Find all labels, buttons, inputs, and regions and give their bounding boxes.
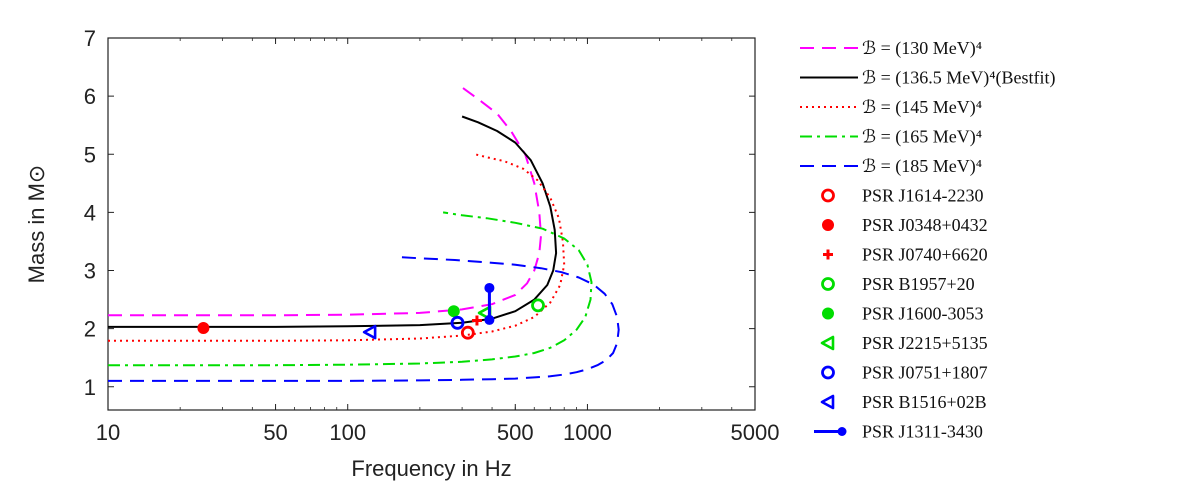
point-2 — [197, 322, 210, 335]
x-tick-label: 500 — [497, 420, 534, 445]
series-line-3 — [108, 153, 566, 342]
point-8 — [362, 324, 377, 340]
y-tick-label: 4 — [84, 200, 96, 225]
y-tick-label: 7 — [84, 26, 96, 51]
legend-label-3: ℬ = (145 MeV)⁴ — [862, 97, 982, 118]
y-tick-label: 3 — [84, 259, 96, 284]
x-tick-label: 5000 — [731, 420, 780, 445]
y-tick-label: 1 — [84, 375, 96, 400]
y-tick-label: 2 — [84, 317, 96, 342]
x-tick-label: 10 — [96, 420, 120, 445]
legend-label-point-6: PSR J2215+5135 — [862, 333, 988, 353]
series-line-2 — [108, 115, 558, 328]
legend-label-point-7: PSR J0751+1807 — [862, 363, 988, 383]
legend-label-point-1: PSR J1614-2230 — [862, 186, 984, 206]
x-tick-label: 1000 — [563, 420, 612, 445]
legend-label-point-4: PSR B1957+20 — [862, 274, 975, 294]
series-line-5 — [108, 256, 620, 382]
axes-box — [107, 37, 756, 411]
series-line-4 — [108, 211, 593, 367]
x-tick-label: 100 — [329, 420, 366, 445]
point-4 — [531, 298, 545, 313]
legend-label-point-5: PSR J1600-3053 — [862, 304, 984, 324]
legend-marker-9 — [814, 427, 847, 436]
legend-label-5: ℬ = (185 MeV)⁴ — [862, 156, 982, 177]
legend-marker-1 — [821, 188, 835, 203]
point-7 — [450, 315, 465, 330]
point-5 — [447, 305, 460, 318]
legend-label-1: ℬ = (130 MeV)⁴ — [862, 38, 982, 59]
point-9 — [484, 282, 495, 325]
point-1 — [460, 325, 475, 340]
y-tick-label: 5 — [84, 142, 96, 167]
legend-label-point-3: PSR J0740+6620 — [862, 245, 988, 265]
x-tick-label: 50 — [263, 420, 287, 445]
legend-marker-2 — [822, 219, 834, 231]
y-tick-label: 6 — [84, 84, 96, 109]
legend-label-point-8: PSR B1516+02B — [862, 392, 987, 412]
legend-label-point-9: PSR J1311-3430 — [862, 422, 983, 442]
y-axis-label: Mass in M⊙ — [24, 165, 49, 284]
point-3 — [471, 315, 482, 326]
legend-marker-3 — [823, 249, 833, 260]
x-axis-label: Frequency in Hz — [351, 456, 511, 481]
series-line-1 — [108, 86, 542, 317]
legend-label-4: ℬ = (165 MeV)⁴ — [862, 127, 982, 148]
legend-label-2: ℬ = (136.5 MeV)⁴(Bestfit) — [862, 68, 1056, 89]
legend-marker-5 — [822, 307, 834, 320]
legend-marker-6 — [820, 335, 835, 351]
legend-marker-8 — [820, 394, 835, 410]
legend-label-point-2: PSR J0348+0432 — [862, 215, 988, 235]
legend-marker-7 — [821, 365, 835, 380]
legend-marker-4 — [821, 277, 835, 291]
